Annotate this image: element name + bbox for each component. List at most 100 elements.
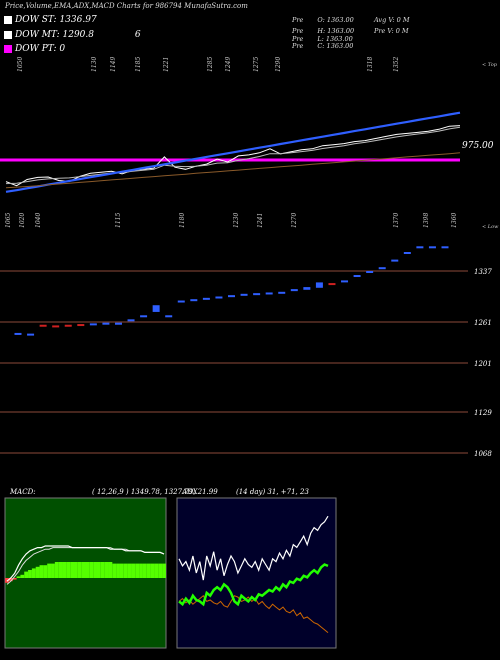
macd-histogram-bar [66,562,71,578]
macd-histogram-bar [81,562,86,578]
macd-histogram-bar [54,562,59,578]
legend-dow-st: DOW ST: 1336.97 [4,15,97,25]
macd-histogram-bar [89,562,94,578]
candle-bar [52,325,60,328]
level-label: 1129 [474,409,492,417]
bottom-tick-label: 1230 [233,213,240,228]
macd-histogram-bar [85,562,90,578]
candle-bar [278,291,286,294]
candle-panel: 1337 1261 1201 1129 1068 [0,246,492,458]
candle-bar [265,292,273,295]
candle-bar [366,271,374,273]
candle-bar [391,259,399,262]
bottom-tick-label: 1398 [423,213,430,228]
macd-histogram-bar [77,562,82,578]
macd-histogram-bar [116,563,120,578]
macd-histogram-bar [8,578,13,582]
candle-bar [77,324,85,327]
top-tick-label: 1050 [17,57,24,72]
reference-line-label: 975.00 [462,141,494,151]
top-tick-label: 1130 [91,57,98,72]
candle-bar [64,324,72,327]
candle-bar [315,282,323,288]
info-close: Pre C: 1363.00 [292,42,354,50]
bottom-tick-label: 1180 [179,213,186,228]
candle-bar [253,293,261,296]
top-tick-label: 1221 [163,57,170,72]
candle-bar [89,323,97,326]
adx-plus-di-line [178,563,329,607]
macd-histogram-bar [62,562,67,578]
legend-dow-mt-label: DOW MT: 1290.8 [15,30,94,40]
macd-histogram-bar [112,563,117,578]
candle-bar [140,315,148,318]
candle-bar [341,280,349,283]
macd-histogram-bar [142,563,147,578]
level-label: 1261 [474,319,492,327]
candle-bar [165,315,173,318]
macd-params: ( 12,26,9 ) 1349.78, 1327.79, 21.99 [92,488,218,496]
white-swatch-icon [4,30,12,39]
info-high: Pre H: 1363.00 [292,27,355,35]
macd-histogram-bar [100,562,105,578]
legend-dow-pt: DOW PT: 0 [4,44,65,54]
white-swatch-icon [4,15,12,24]
info-open: Pre O: 1363.00 [292,16,354,24]
ema-series-line [5,111,461,193]
macd-panel: MACD: ( 12,26,9 ) 1349.78, 1327.79, 21.99 [4,488,218,649]
candle-bar [102,322,110,325]
macd-histogram-bar [47,563,52,578]
candle-bar [428,246,436,249]
top-tick-label: 1275 [253,57,260,72]
macd-histogram-bar [74,562,78,578]
top-tick-label: 1318 [367,57,374,72]
macd-histogram-bar [28,570,32,578]
macd-histogram-bar [127,563,132,578]
candle-bar [378,267,386,270]
top-tick-label: 1149 [110,57,117,72]
candle-bar [328,283,336,286]
top-tick-label: 1352 [393,57,400,72]
macd-histogram-bar [108,562,113,578]
macd-histogram-bar [158,563,163,578]
bottom-tick-label: 1270 [291,213,298,228]
candle-bar [114,322,122,325]
macd-histogram-bar [16,576,21,578]
level-label: 1201 [474,360,492,368]
macd-histogram-bar [139,563,143,578]
macd-histogram-bar [131,563,136,578]
macd-histogram-bar [96,562,101,578]
top-corner-label: < Top [482,62,498,68]
candle-bar [290,289,298,292]
adx-params: (14 day) 31, +71, 23 [236,488,309,496]
candle-bar [228,295,235,298]
candle-bar [403,252,411,254]
macd-histogram-bar [93,562,97,578]
adx-line [178,515,329,581]
macd-histogram-bar [5,578,9,583]
bottom-tick-label: 1360 [451,213,458,228]
level-label: 1068 [474,450,492,458]
ema-series-line [5,125,461,187]
macd-histogram-bar [146,563,151,578]
candle-bar [202,297,210,300]
info-low: Pre L: 1363.00 [292,35,353,43]
candle-bar [27,333,35,336]
candle-bar [215,296,223,299]
macd-histogram-bar [35,566,40,578]
info-avg-volume: Avg V: 0 M [374,16,410,24]
legend-dow-mt-extra: 6 [134,30,141,40]
legend-dow-st-label: DOW ST: 1336.97 [15,15,97,25]
macd-histogram-bar [150,563,155,578]
candle-bar [353,275,361,278]
bottom-tick-label: 1065 [5,213,12,228]
macd-label: MACD: [9,488,36,496]
candle-bar [240,293,248,296]
bottom-corner-label: < Low [482,224,499,230]
legend-dow-mt: DOW MT: 1290.8 6 [4,30,141,40]
adx-panel: ADX (14 day) 31, +71, 23 [176,488,337,649]
info-pre-volume: Pre V: 0 M [374,27,409,35]
ema-series-line [5,152,461,189]
top-tick-label: 1285 [207,57,214,72]
chart-title: Price,Volume,EMA,ADX,MACD Charts for 986… [5,2,248,10]
